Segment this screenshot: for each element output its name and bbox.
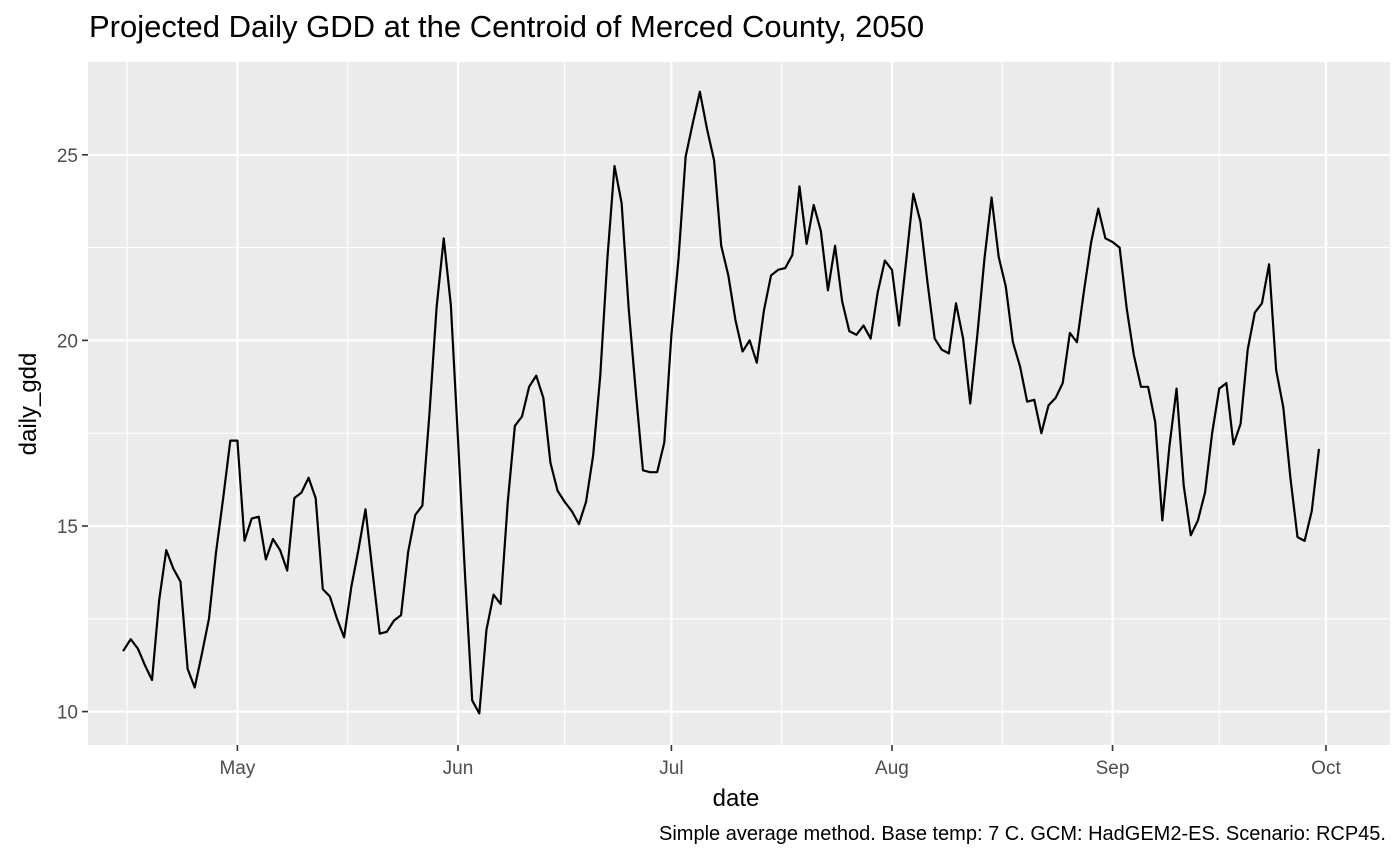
major-gridlines bbox=[88, 62, 1390, 745]
x-tick-label: May bbox=[219, 758, 255, 779]
x-tick-label: Sep bbox=[1096, 758, 1130, 779]
minor-gridlines bbox=[88, 62, 1390, 745]
x-axis-title: date bbox=[713, 785, 760, 812]
x-tick-label: Jul bbox=[659, 758, 683, 779]
y-tick-label: 25 bbox=[57, 146, 78, 167]
x-axis: May Jun Jul Aug Sep Oct bbox=[219, 745, 1341, 779]
plot-panel bbox=[88, 62, 1390, 745]
chart-caption: Simple average method. Base temp: 7 C. G… bbox=[659, 823, 1386, 845]
series-line bbox=[122, 90, 1320, 715]
y-tick-label: 15 bbox=[57, 517, 78, 538]
x-tick-label: Oct bbox=[1311, 758, 1341, 779]
y-tick-label: 10 bbox=[57, 703, 78, 724]
x-tick-label: Jun bbox=[443, 758, 474, 779]
y-tick-label: 20 bbox=[57, 331, 78, 352]
y-axis-title: daily_gdd bbox=[15, 353, 42, 456]
chart-title: Projected Daily GDD at the Centroid of M… bbox=[89, 9, 925, 44]
y-axis: 10 15 20 25 bbox=[57, 146, 88, 724]
x-tick-label: Aug bbox=[875, 758, 909, 779]
